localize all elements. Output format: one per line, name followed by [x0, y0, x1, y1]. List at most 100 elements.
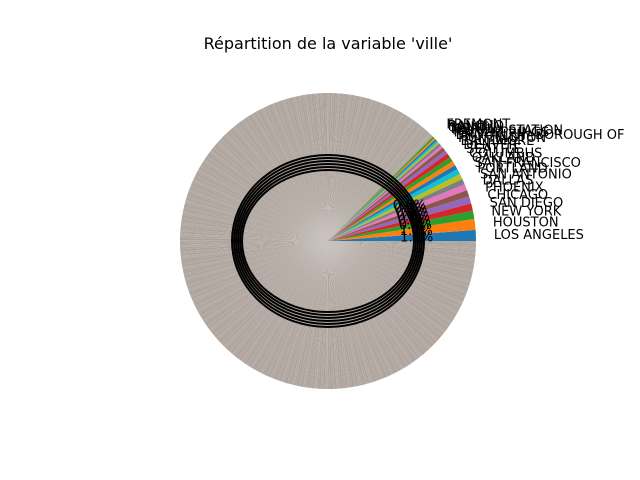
- pie-slice-tail: [182, 241, 328, 272]
- pie-slice-houston: [328, 218, 476, 241]
- pie-slice-brooklyn-borough-of: [328, 145, 443, 241]
- pie-slice-tail: [185, 197, 328, 241]
- pie-slice-tail: [328, 241, 467, 295]
- pie-slice-tail: [328, 241, 464, 303]
- pie-slice-tail: [328, 241, 447, 332]
- pie-slice-san-diego: [328, 203, 473, 241]
- pie-slice-tail: [269, 104, 328, 241]
- pie-slice-san-antonio: [328, 179, 465, 241]
- pie-slice-tail: [200, 241, 328, 318]
- pie-slice-tail: [328, 241, 462, 307]
- pie-slice-tail: [328, 241, 473, 275]
- pie-slice-tail: [206, 241, 328, 328]
- pie-slice-tail: [328, 241, 476, 257]
- pie-slice-tail: [180, 241, 328, 245]
- pie-slice-tail: [328, 241, 472, 280]
- pie-slice-tail: [328, 104, 387, 241]
- pie-slice-tail: [195, 172, 328, 241]
- slice-label: BROOKLYN (BOROUGH OF: [456, 128, 625, 143]
- pie-slice-tail: [186, 195, 328, 241]
- pie-slice-tail: [278, 241, 328, 382]
- pie-slice-tail: [180, 226, 328, 241]
- pie-slice-tail: [328, 241, 451, 326]
- pie-slice-tail: [328, 102, 383, 242]
- pie-slice-tail: [328, 241, 474, 273]
- pie-slice-tail: [214, 241, 328, 338]
- pie-slice-tail: [184, 204, 328, 241]
- pie-slice-portland: [328, 174, 463, 241]
- pie-slice-tail: [221, 136, 328, 241]
- pie-slice-tail: [184, 241, 328, 279]
- pie-slice-tail: [328, 123, 420, 241]
- pie-slice-tail: [328, 241, 440, 341]
- pie-slice-tail: [237, 241, 328, 360]
- pie-slice-tail: [184, 202, 328, 241]
- pie-slice-fairfax-station: [328, 141, 440, 241]
- pie-slice-tail: [272, 241, 328, 380]
- pie-slice-tail: [225, 241, 328, 350]
- pie-slice-tail: [328, 241, 456, 319]
- pie-slice-tail: [328, 241, 435, 345]
- pie-slice-tail: [328, 241, 468, 292]
- pie-slice-saint: [328, 139, 437, 241]
- pie-slice-dallas: [328, 184, 467, 241]
- pie-slice-tail: [328, 241, 463, 305]
- pie-slice-tail: [196, 241, 328, 312]
- pie-slice-tail: [328, 241, 381, 381]
- pie-slice-tail: [180, 241, 328, 256]
- pie-slice-tail: [181, 241, 328, 265]
- pie-slice-tail: [276, 101, 328, 241]
- pie-slice-tail: [328, 241, 431, 350]
- pie-slice-tail: [328, 131, 430, 241]
- pie-slice-tail: [204, 157, 328, 241]
- pie-slice-tail: [268, 241, 328, 378]
- pie-slice-tail: [328, 241, 424, 356]
- pie-slice-tail: [179, 240, 328, 243]
- pie-slice-tail: [180, 241, 328, 250]
- pie-slice-tail: [328, 241, 450, 328]
- pie-slice-tail: [182, 241, 328, 270]
- pie-slice-tail: [180, 241, 328, 259]
- pie-slice-tail: [328, 133, 432, 241]
- pie-slice-tail: [203, 159, 328, 241]
- pie-slice-tail: [328, 241, 429, 352]
- pie-slice-fremont: [328, 136, 435, 241]
- pie-slice-tail: [191, 180, 328, 241]
- pie-slice-tail: [203, 241, 328, 324]
- pie-slice-tail: [328, 124, 422, 241]
- overlapping-percent-labels: [241, 169, 415, 313]
- pie-slice-tail: [188, 241, 328, 294]
- pie-slice-tail: [328, 135, 433, 241]
- pie-slice-tail: [188, 189, 328, 241]
- pie-slice-tail: [180, 235, 328, 241]
- pie-slice-tail: [239, 241, 328, 361]
- pie-slice-tail: [194, 241, 328, 308]
- pie-slice-tail: [193, 176, 328, 241]
- pie-slice-tail: [217, 141, 328, 241]
- slice-label: SEATTLE: [466, 142, 521, 157]
- pie-slice-tail: [328, 241, 470, 288]
- pie-slice-tail: [328, 241, 387, 378]
- slice-label: FREMONT: [446, 118, 510, 133]
- pie-slice-tail: [193, 241, 328, 306]
- pie-slice-tail: [235, 124, 328, 241]
- slice-label: HUNTINGTON: [458, 131, 546, 146]
- pie-slice-tail: [212, 146, 328, 241]
- slice-label: OAKLAND: [472, 151, 536, 166]
- slice-label: RANCHO: [448, 119, 504, 134]
- pie-slice-tail: [196, 170, 328, 241]
- pie-slice-tail: [219, 241, 328, 343]
- pie-slice-phoenix: [328, 190, 470, 241]
- slice-label: SAN ANTONIO: [480, 167, 572, 182]
- pie-slice-huntington: [328, 147, 446, 241]
- pie-slice-tail: [328, 241, 448, 330]
- pie-slice-tail: [180, 222, 328, 241]
- pie-slice-tail: [207, 153, 328, 241]
- pie-slice-tail: [328, 241, 422, 358]
- pie-slice-tail: [266, 241, 328, 377]
- pie-slice-tail: [218, 139, 328, 241]
- pie-slice-denver: [328, 153, 451, 241]
- slice-label: NEW YORK: [491, 205, 561, 220]
- pie-slice-tail: [328, 241, 379, 381]
